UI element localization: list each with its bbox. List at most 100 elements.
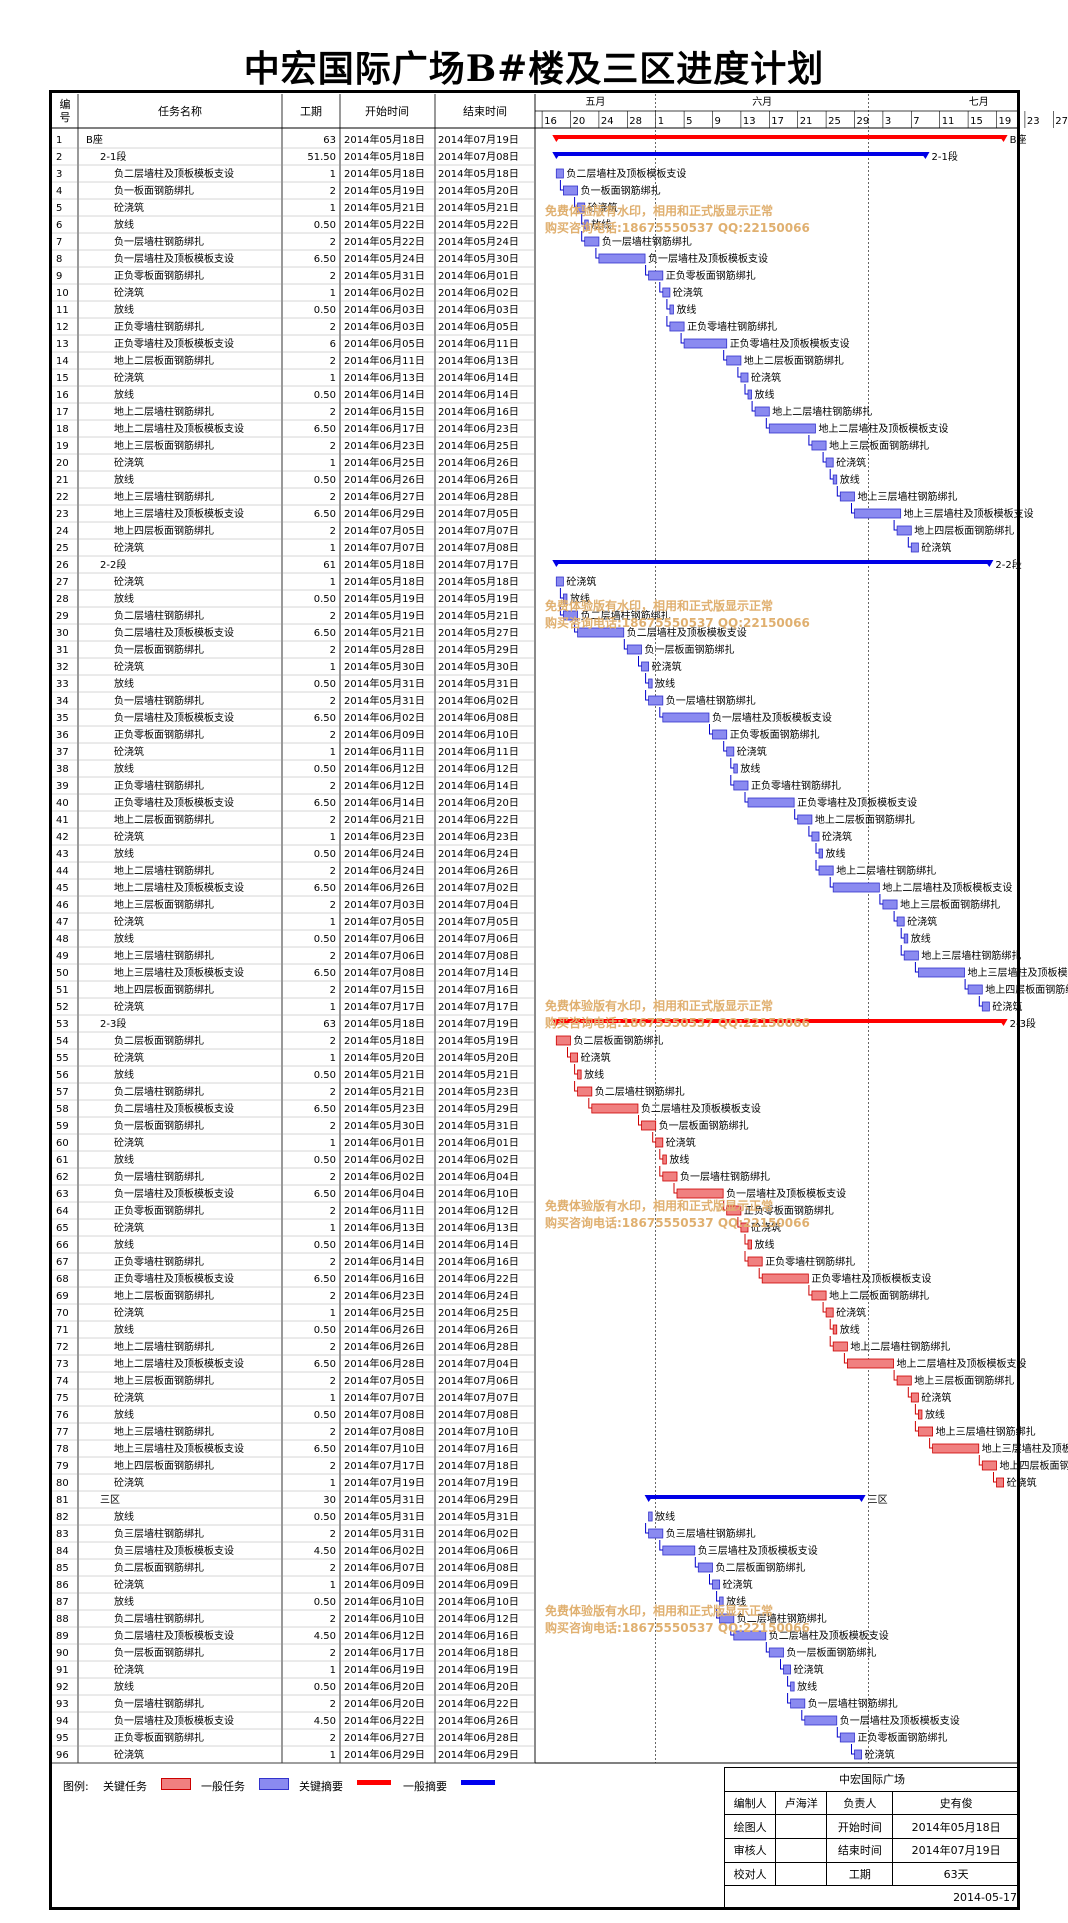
task-bar-label: 放线 <box>797 1680 817 1693</box>
task-bar-label: 地上四层板面钢筋绑扎 <box>914 524 1014 537</box>
task-name: 砼浇筑 <box>114 456 144 469</box>
task-bar-label: 地上二层墙柱及顶板模板支设 <box>897 1357 1027 1370</box>
task-name: 正负零板面钢筋绑扎 <box>114 1204 204 1217</box>
task-bar-label: 放线 <box>726 1595 746 1608</box>
task-end: 2014年06月02日 <box>438 694 519 707</box>
dependency-link <box>744 384 748 395</box>
task-bar-label: 砼浇筑 <box>737 745 767 758</box>
task-end: 2014年05月27日 <box>438 626 519 639</box>
task-id: 75 <box>56 1393 69 1404</box>
task-name: 负二层板面钢筋绑扎 <box>114 1034 204 1047</box>
task-end: 2014年06月11日 <box>438 745 519 758</box>
task-bar-label: 正负零板面钢筋绑扎 <box>666 269 756 282</box>
task-id: 36 <box>56 730 69 741</box>
task-name: 负一层墙柱及顶板模板支设 <box>114 711 234 724</box>
task-duration: 2 <box>330 1614 336 1625</box>
dependency-link <box>794 809 798 820</box>
task-duration: 2 <box>330 730 336 741</box>
task-end: 2014年05月30日 <box>438 252 519 265</box>
task-bar-label: 砼浇筑 <box>666 1136 696 1149</box>
task-duration: 2 <box>330 1257 336 1268</box>
task-bar-label: 砼浇筑 <box>566 575 596 588</box>
task-bar-label: 放线 <box>840 1323 860 1336</box>
task-end: 2014年06月18日 <box>438 1646 519 1659</box>
task-start: 2014年07月10日 <box>344 1442 425 1455</box>
task-bar-label: 砼浇筑 <box>836 456 866 469</box>
info-cell: 编制人 <box>723 1790 777 1816</box>
task-name: 放线 <box>114 303 134 316</box>
task-bar-label: 负二层墙柱钢筋绑扎 <box>581 609 671 622</box>
task-bar-label: 地上二层板面钢筋绑扎 <box>829 1289 929 1302</box>
task-id: 15 <box>56 373 69 384</box>
task-id: 12 <box>56 322 69 333</box>
task-name: 正负零板面钢筋绑扎 <box>114 1731 204 1744</box>
task-id: 76 <box>56 1410 69 1421</box>
info-cell: 2014年05月18日 <box>892 1814 1020 1839</box>
task-end: 2014年05月31日 <box>438 1510 519 1523</box>
dependency-link <box>765 1642 770 1653</box>
task-bar-label: 负一层墙柱钢筋绑扎 <box>602 235 692 248</box>
task-duration: 2 <box>330 1733 336 1744</box>
task-bar-label: 放线 <box>669 1153 689 1166</box>
task-name: 放线 <box>114 1068 134 1081</box>
task-end: 2014年05月21日 <box>438 609 519 622</box>
task-end: 2014年07月05日 <box>438 507 519 520</box>
dependency-link <box>751 401 756 412</box>
task-name: 正负零墙柱及顶板模板支设 <box>114 796 234 809</box>
task-name: 负二层墙柱钢筋绑扎 <box>114 1612 204 1625</box>
info-cell: 卢海洋 <box>775 1790 828 1816</box>
task-start: 2014年06月12日 <box>344 762 425 775</box>
day-label: 24 <box>601 116 614 127</box>
watermark-line2: 购买咨询电话:18675550537 QQ:22150066 <box>545 220 810 235</box>
task-start: 2014年06月02日 <box>344 286 425 299</box>
day-label: 20 <box>573 116 586 127</box>
summary-start-marker <box>552 560 562 567</box>
task-id: 54 <box>56 1036 69 1047</box>
task-end: 2014年06月02日 <box>438 286 519 299</box>
task-id: 25 <box>56 543 69 554</box>
task-end: 2014年06月16日 <box>438 1629 519 1642</box>
task-id: 86 <box>56 1580 69 1591</box>
task-duration: 61 <box>323 560 336 571</box>
task-name: 砼浇筑 <box>114 286 144 299</box>
task-duration: 2 <box>330 1121 336 1132</box>
day-label: 5 <box>686 116 692 127</box>
summary-start-marker <box>552 1019 562 1026</box>
task-duration: 2 <box>330 1529 336 1540</box>
task-bar-label: 地上三层墙柱及顶板模板支设 <box>904 507 1034 520</box>
task-bar-label: 放线 <box>655 1510 675 1523</box>
task-end: 2014年07月08日 <box>438 541 519 554</box>
dependency-link <box>758 1268 763 1279</box>
task-bar-label: 地上四层板面钢筋绑扎 <box>1000 1459 1068 1472</box>
day-label: 28 <box>629 116 642 127</box>
task-name: 砼浇筑 <box>114 371 144 384</box>
task-name: 砼浇筑 <box>114 1051 144 1064</box>
task-duration: 2 <box>330 1087 336 1098</box>
task-id: 66 <box>56 1240 69 1251</box>
task-bar-label: 放线 <box>840 473 860 486</box>
task-start: 2014年05月18日 <box>344 575 425 588</box>
task-duration: 51.50 <box>307 152 336 163</box>
task-name: 砼浇筑 <box>114 1221 144 1234</box>
task-name: 正负零板面钢筋绑扎 <box>114 728 204 741</box>
task-duration: 2 <box>330 1648 336 1659</box>
task-name: 2-1段 <box>100 150 126 163</box>
task-name: 负一层板面钢筋绑扎 <box>114 643 204 656</box>
task-duration: 4.50 <box>314 1631 336 1642</box>
task-id: 73 <box>56 1359 69 1370</box>
task-duration: 1 <box>330 1308 336 1319</box>
info-cell <box>775 1814 828 1839</box>
task-duration: 6.50 <box>314 254 336 265</box>
day-label: 1 <box>658 116 664 127</box>
task-end: 2014年05月29日 <box>438 1102 519 1115</box>
task-name: 放线 <box>114 1680 134 1693</box>
task-id: 46 <box>56 900 69 911</box>
task-bar-label: 正负零墙柱钢筋绑扎 <box>765 1255 855 1268</box>
dependency-link <box>659 1149 663 1160</box>
task-end: 2014年07月17日 <box>438 558 519 571</box>
task-end: 2014年07月19日 <box>438 133 519 146</box>
task-start: 2014年07月17日 <box>344 1000 425 1013</box>
dependency-link <box>559 180 564 191</box>
task-duration: 1 <box>330 203 336 214</box>
dependency-link <box>851 1744 855 1755</box>
